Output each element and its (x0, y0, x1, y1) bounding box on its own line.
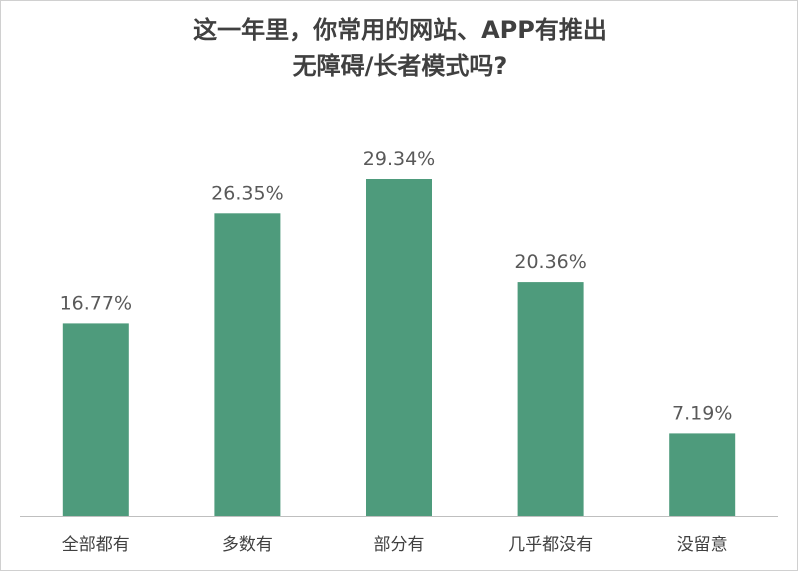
value-label-4: 7.19% (672, 402, 732, 424)
bar-1 (214, 213, 281, 517)
category-label-1: 多数有 (222, 535, 273, 555)
chart-title-line-1: 这一年里，你常用的网站、APP有推出 (193, 16, 607, 44)
chart-title-line-2: 无障碍/长者模式吗? (292, 52, 508, 80)
value-label-2: 29.34% (363, 148, 435, 170)
category-label-0: 全部都有 (62, 535, 130, 555)
value-label-3: 20.36% (514, 251, 586, 273)
bar-4 (669, 433, 736, 516)
value-label-1: 26.35% (211, 182, 283, 204)
chart-title: 这一年里，你常用的网站、APP有推出 无障碍/长者模式吗? (0, 12, 800, 84)
bar-2 (366, 179, 432, 516)
category-label-4: 没留意 (677, 535, 728, 555)
category-label-2: 部分有 (374, 535, 425, 555)
value-label-0: 16.77% (60, 292, 132, 314)
bar-3 (517, 282, 584, 516)
category-label-3: 几乎都没有 (508, 535, 593, 555)
bar-0 (62, 323, 129, 516)
